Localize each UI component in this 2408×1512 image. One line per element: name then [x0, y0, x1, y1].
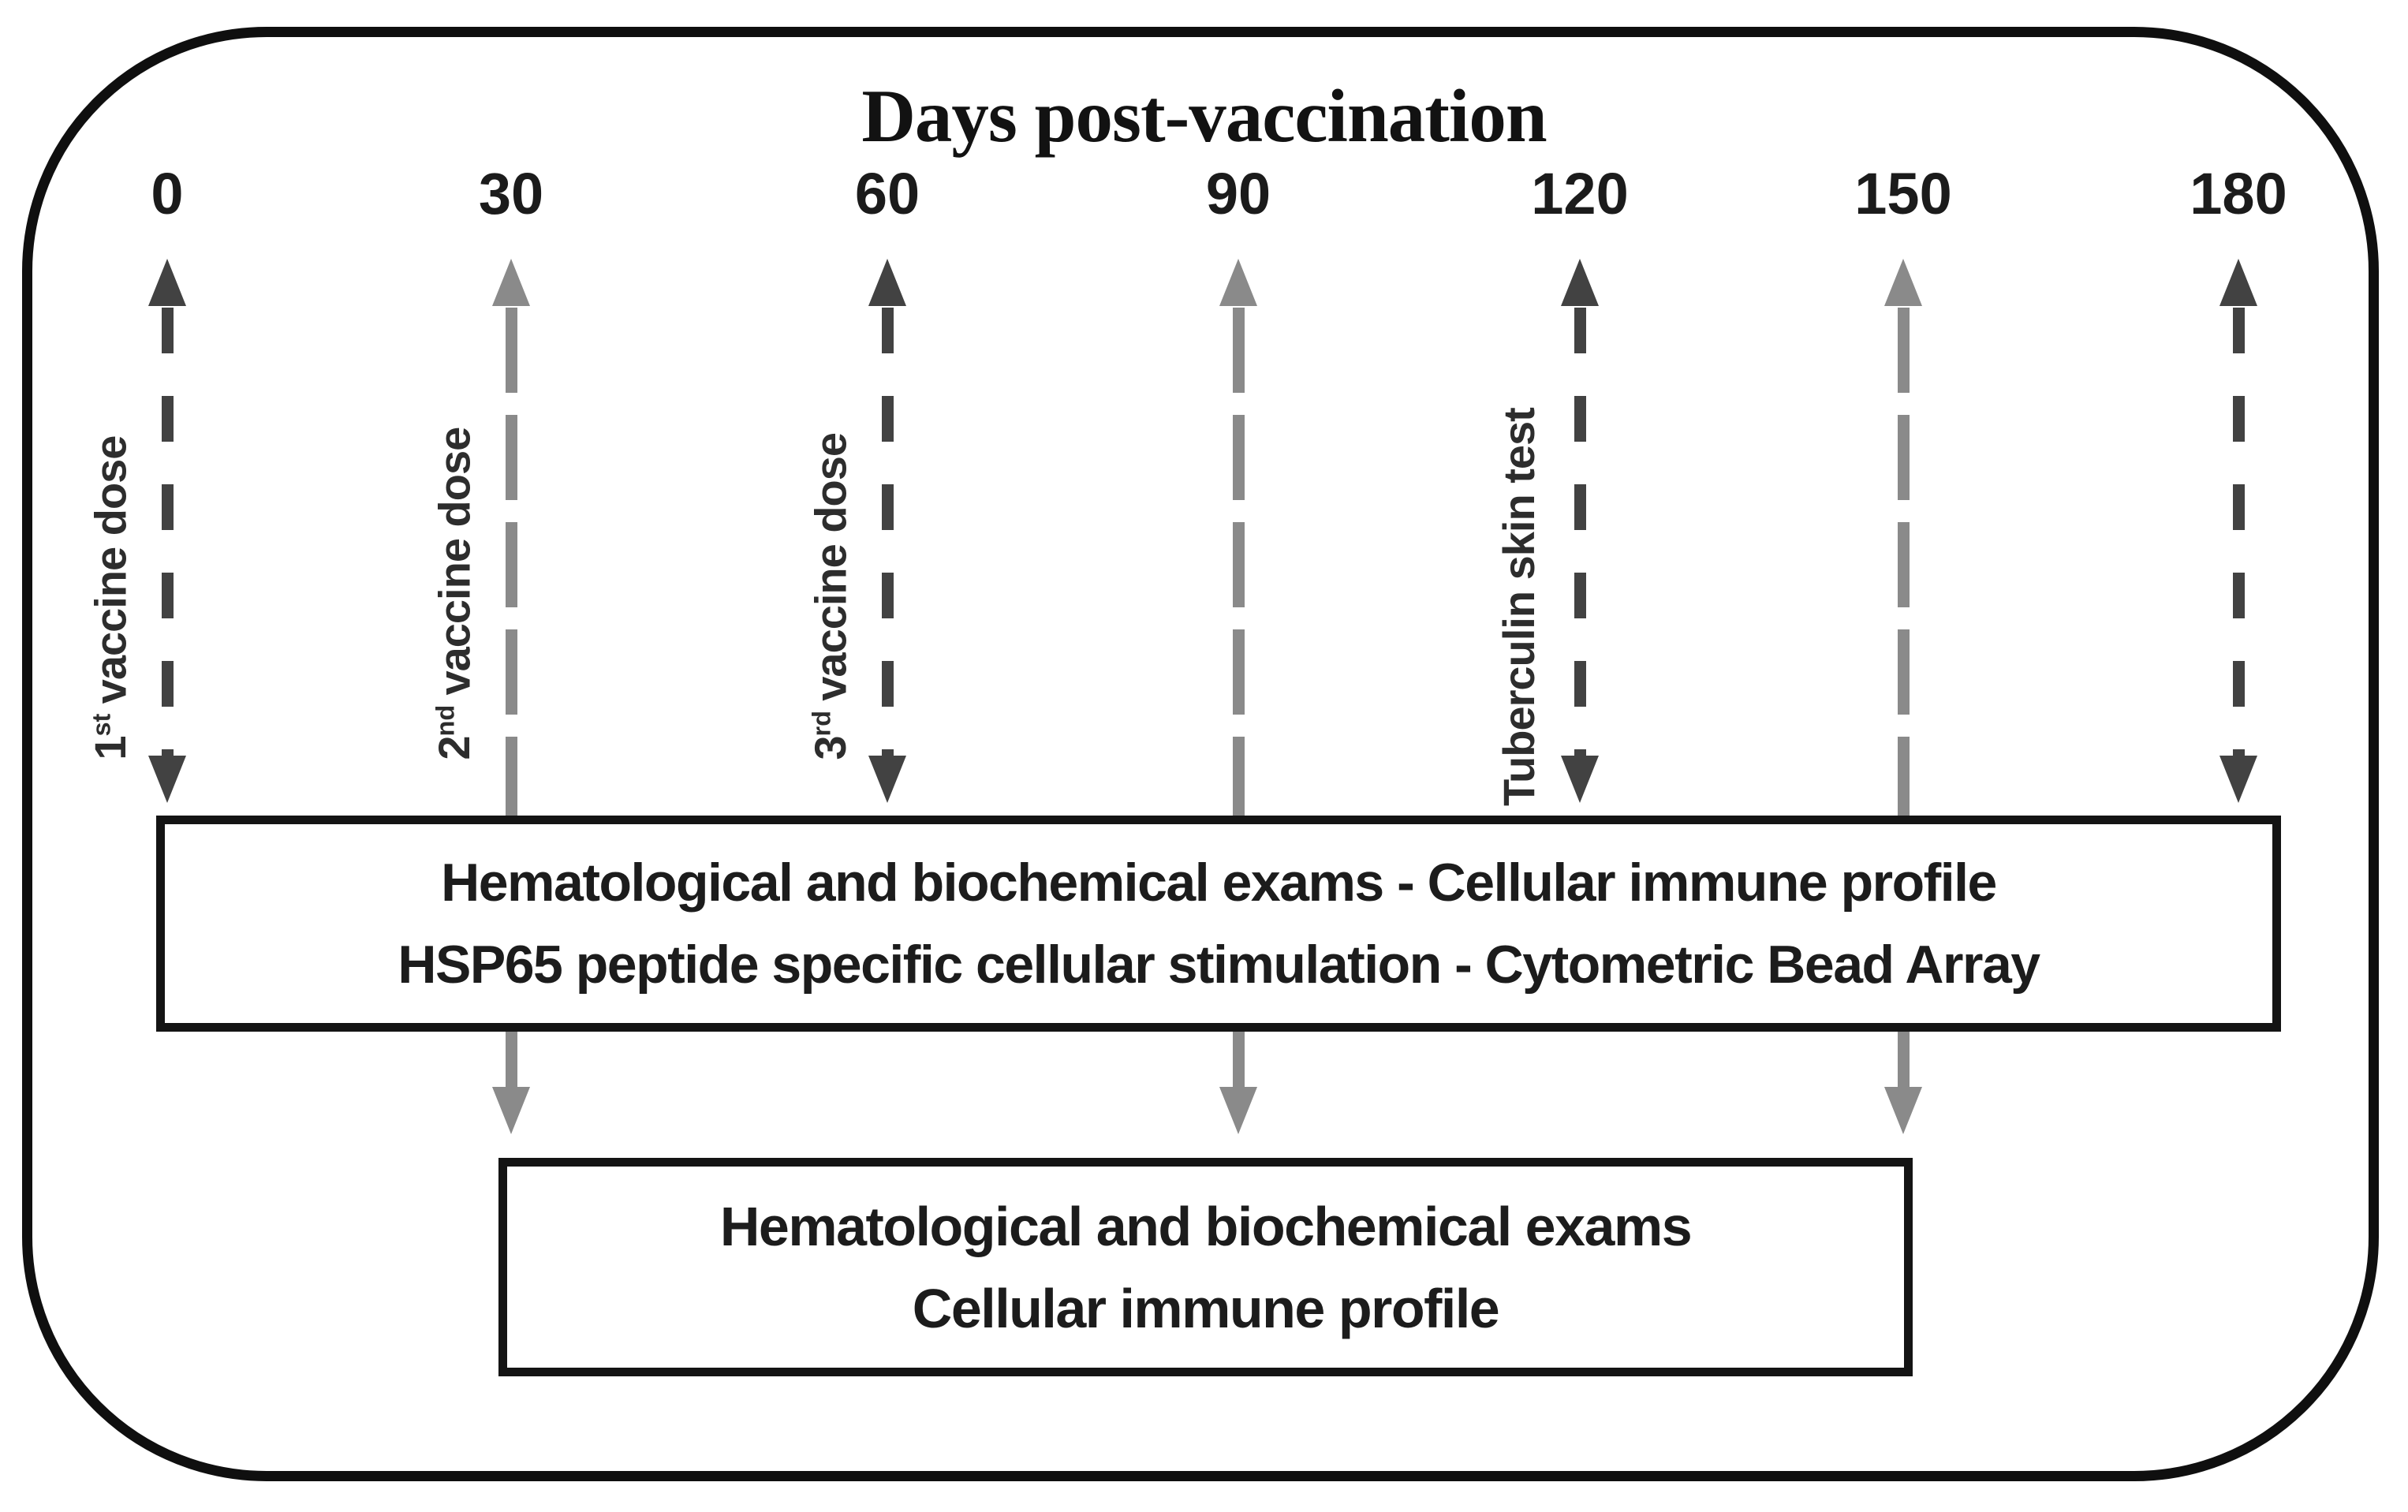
exam-box-2-line-1: Hematological and biochemical exams	[719, 1195, 1693, 1257]
exam-box-1-line-1: Hematological and biochemical exams - Ce…	[441, 853, 1997, 913]
ordinal-suffix: rd	[807, 711, 836, 737]
vaccine-dose-2-label: 2nd vaccine dose	[420, 427, 480, 760]
timeline-arrow-day-120	[1561, 259, 1599, 803]
dashed-stem	[1574, 308, 1586, 756]
day-label-90: 90	[1205, 161, 1271, 226]
arrow-up-icon	[1561, 259, 1599, 306]
day-label-120: 120	[1531, 161, 1629, 226]
dashed-stem	[881, 308, 894, 756]
arrow-up-icon	[148, 259, 186, 306]
day-label-150: 150	[1854, 161, 1952, 226]
day-label-0: 0	[151, 161, 184, 226]
timeline-arrow-day-0	[148, 259, 186, 803]
ordinal-suffix: nd	[431, 704, 460, 737]
label-text: vaccine dose	[429, 427, 479, 696]
arrow-up-icon	[492, 259, 530, 306]
figure-title: Days post-vaccination	[861, 74, 1547, 158]
figure-rounded-border	[22, 27, 2379, 1481]
arrow-down-icon	[148, 756, 186, 803]
arrow-down-icon	[1219, 1087, 1257, 1134]
exam-box-intermediate-timepoints: Hematological and biochemical exams Cell…	[498, 1158, 1913, 1376]
ordinal-number: 1	[85, 736, 135, 760]
timeline-arrow-day-180	[2219, 259, 2257, 803]
tuberculin-skin-test-label: Tuberculin skin test	[1494, 408, 1544, 806]
arrow-down-icon	[2219, 756, 2257, 803]
ordinal-number: 2	[429, 736, 479, 760]
arrow-up-icon	[868, 259, 906, 306]
arrow-up-icon	[2219, 259, 2257, 306]
dashed-stem	[161, 308, 174, 756]
label-text: vaccine dose	[85, 435, 135, 704]
dashed-stem	[1232, 308, 1245, 816]
dashed-stem	[1897, 308, 1910, 816]
exam-box-all-timepoints: Hematological and biochemical exams - Ce…	[156, 816, 2281, 1032]
day-label-60: 60	[854, 161, 920, 226]
arrow-down-icon	[868, 756, 906, 803]
dashed-stem	[2232, 308, 2245, 756]
ordinal-number: 3	[805, 736, 855, 760]
vaccine-dose-3-label: 3rd vaccine dose	[796, 433, 856, 760]
timeline-arrow-day-60	[868, 259, 906, 803]
arrow-down-icon	[492, 1087, 530, 1134]
vaccine-dose-1-label: 1st vaccine dose	[76, 436, 136, 760]
label-text: vaccine dose	[805, 432, 855, 701]
day-label-180: 180	[2190, 161, 2287, 226]
exam-box-2-line-2: Cellular immune profile	[912, 1277, 1500, 1339]
exam-box-1-line-2: HSP65 peptide specific cellular stimulat…	[398, 935, 2040, 995]
arrow-down-icon	[1561, 756, 1599, 803]
ordinal-suffix: st	[87, 713, 116, 737]
day-label-30: 30	[478, 161, 544, 226]
arrow-up-icon	[1219, 259, 1257, 306]
arrow-up-icon	[1884, 259, 1922, 306]
arrow-down-icon	[1884, 1087, 1922, 1134]
label-text: Tuberculin skin test	[1494, 408, 1544, 806]
dashed-stem	[505, 308, 517, 816]
